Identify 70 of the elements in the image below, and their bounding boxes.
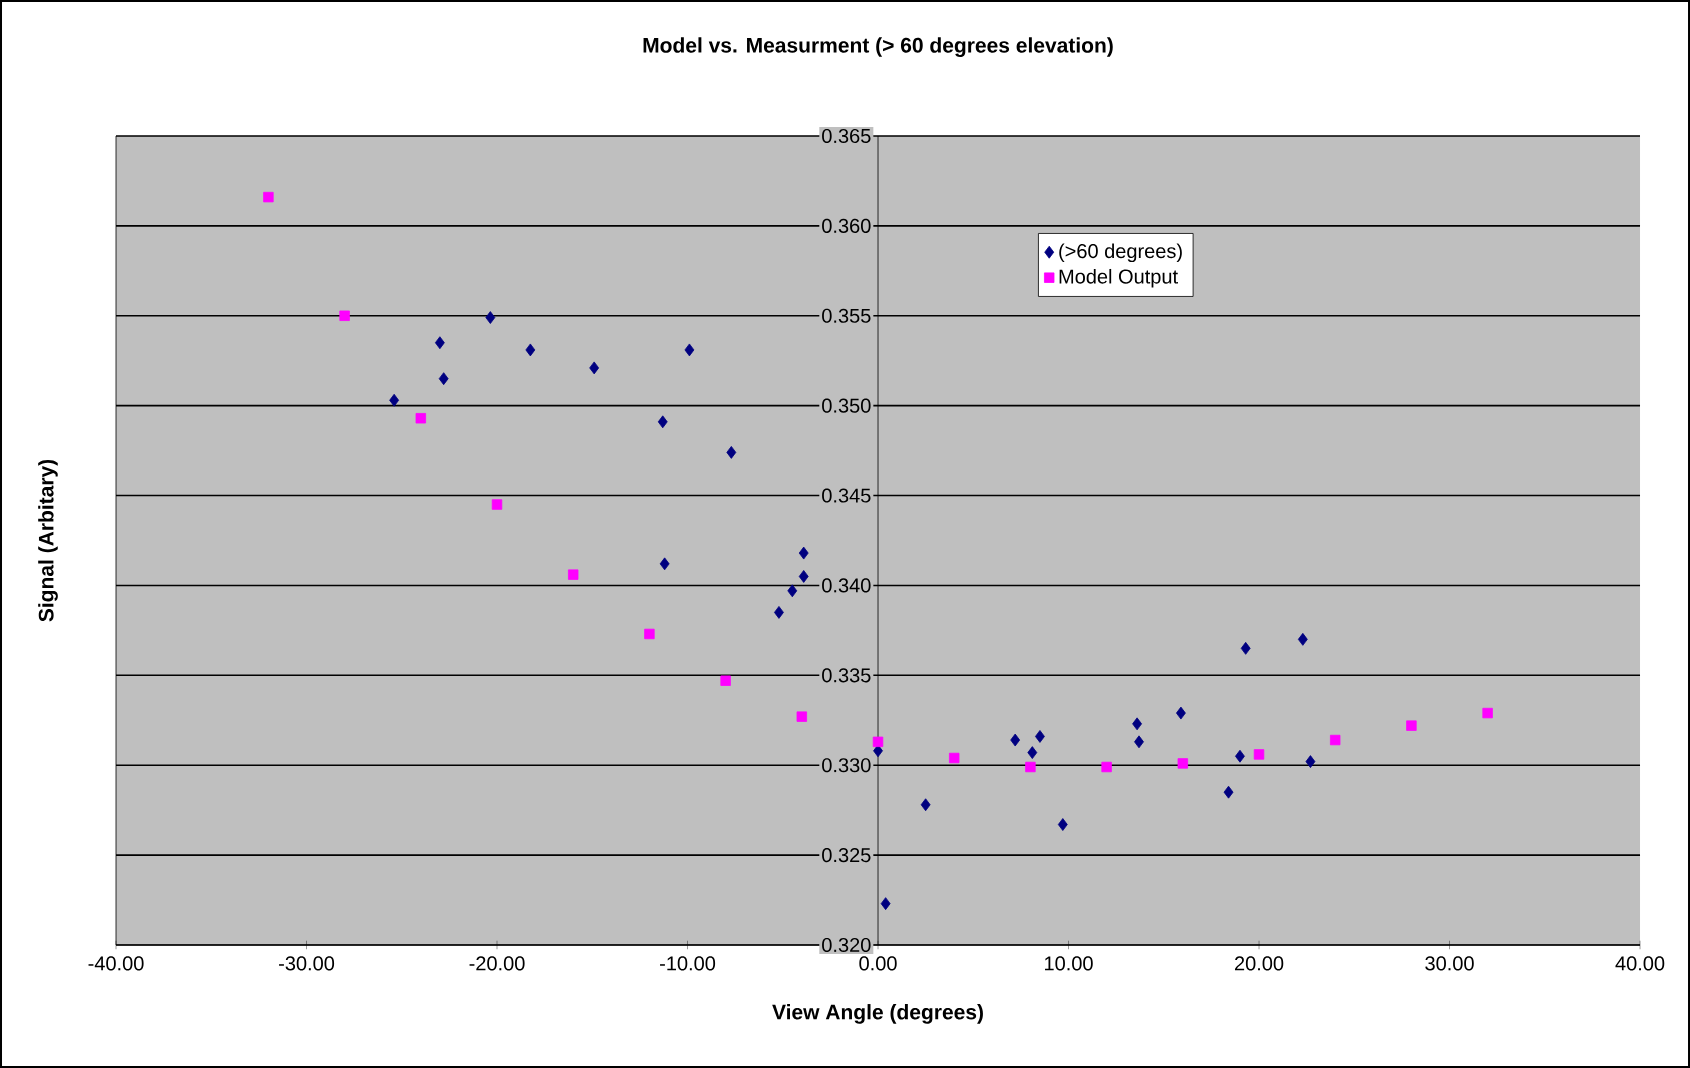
y-tick-label: 0.330 (822, 758, 871, 773)
y-tick-label: 0.320 (822, 937, 871, 953)
point (491, 499, 503, 510)
x-tick-label: -10.00 (660, 956, 716, 971)
point (438, 372, 449, 386)
point (880, 897, 891, 911)
point (796, 711, 808, 722)
point (720, 675, 731, 686)
legend-label: (>60 degrees) (1059, 243, 1182, 263)
point (1235, 749, 1245, 763)
point (1027, 746, 1038, 760)
point (774, 606, 784, 619)
y-tick-label: 0.345 (822, 488, 871, 503)
chart-title: Model vs. Measurment (> 60 degrees elevation) (643, 37, 1113, 57)
x-tick-label: -30.00 (279, 956, 335, 971)
point (1132, 717, 1142, 731)
point (684, 343, 695, 357)
point (787, 584, 798, 598)
point (1010, 733, 1021, 747)
y-tick-label: 0.365 (822, 128, 871, 144)
x-tick-label: 20.00 (1234, 956, 1284, 971)
point (873, 744, 883, 758)
x-tick-label: -40.00 (88, 956, 144, 971)
y-tick-label: 0.350 (822, 398, 871, 413)
point (1134, 735, 1144, 749)
point (1101, 761, 1112, 773)
x-axis-title: View Angle (degrees) (772, 1004, 983, 1024)
point (1057, 818, 1068, 831)
point (1482, 707, 1493, 719)
legend-label: Model Output (1059, 268, 1178, 288)
point (263, 191, 274, 203)
x-tick-label: 0.00 (859, 956, 897, 971)
point (1240, 641, 1251, 655)
point (339, 310, 350, 321)
point (1253, 749, 1265, 760)
x-tick-label: -20.00 (469, 956, 525, 971)
point (1223, 785, 1234, 799)
x-tick-label: 40.00 (1615, 956, 1665, 971)
point (798, 546, 809, 560)
point (485, 311, 496, 324)
point (1025, 761, 1036, 773)
point (920, 798, 931, 812)
point (525, 343, 536, 357)
point (389, 393, 400, 407)
point (1330, 734, 1341, 746)
point (589, 361, 600, 375)
x-tick-label: 10.00 (1045, 956, 1093, 971)
y-tick-label: 0.340 (822, 578, 871, 593)
point (568, 569, 579, 580)
point (1305, 755, 1316, 769)
point (1297, 632, 1308, 646)
y-tick-label: 0.325 (822, 848, 871, 863)
point (1406, 720, 1417, 731)
y-axis-title: Signal (Arbitary) (38, 459, 58, 622)
point (798, 570, 809, 583)
point (1176, 706, 1186, 720)
x-tick-label: 30.00 (1425, 956, 1474, 971)
point (1177, 758, 1189, 769)
point (434, 336, 445, 350)
y-tick-label: 0.360 (822, 218, 871, 233)
point (949, 752, 960, 764)
point (415, 413, 427, 424)
point (659, 557, 670, 571)
y-tick-label: 0.355 (822, 308, 871, 323)
point (1035, 730, 1045, 743)
point (726, 445, 737, 459)
point (872, 736, 884, 748)
y-tick-label: 0.335 (822, 668, 871, 683)
point (657, 415, 668, 429)
point (644, 628, 655, 640)
